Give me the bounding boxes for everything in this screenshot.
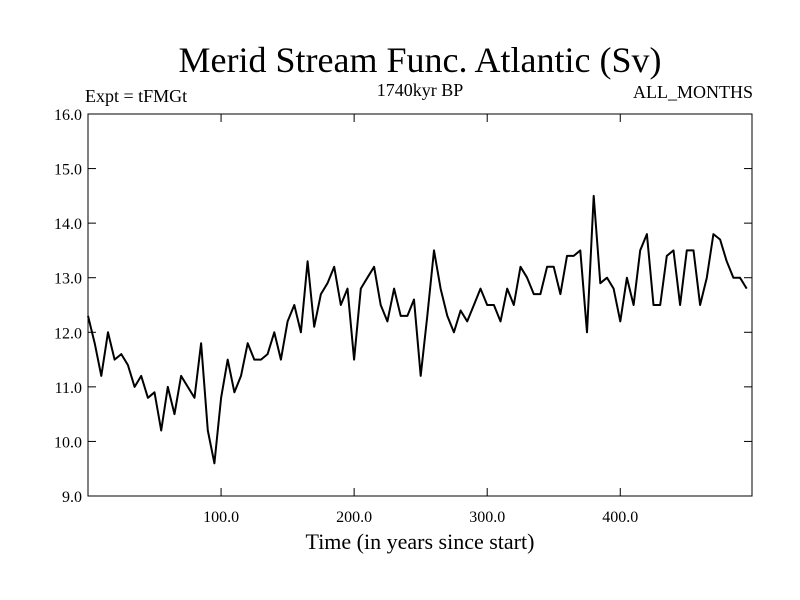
y-tick-label: 12.0 bbox=[54, 325, 82, 342]
plot-frame bbox=[87, 113, 753, 497]
chart-subtitle: 1740kyr BP bbox=[377, 80, 464, 100]
y-tick-label: 10.0 bbox=[54, 434, 82, 451]
experiment-label: Expt = tFMGt bbox=[85, 86, 187, 106]
x-axis: 100.0 200.0 300.0 400.0 bbox=[203, 114, 638, 526]
months-label: ALL_MONTHS bbox=[633, 82, 753, 102]
x-axis-label: Time (in years since start) bbox=[306, 529, 535, 554]
series-line bbox=[87, 194, 748, 465]
y-tick-label: 14.0 bbox=[54, 216, 82, 233]
y-axis: 9.0 10.0 11.0 12.0 13.0 14.0 15.0 16.0 bbox=[54, 107, 752, 506]
y-tick-label: 9.0 bbox=[62, 489, 82, 506]
y-tick-label: 16.0 bbox=[54, 107, 82, 124]
y-tick-label: 13.0 bbox=[54, 271, 82, 288]
x-tick-label: 200.0 bbox=[336, 509, 372, 526]
chart-title: Merid Stream Func. Atlantic (Sv) bbox=[179, 40, 662, 80]
x-tick-label: 100.0 bbox=[203, 509, 239, 526]
x-tick-label: 300.0 bbox=[469, 509, 505, 526]
y-tick-label: 15.0 bbox=[54, 162, 82, 179]
x-tick-label: 400.0 bbox=[602, 509, 638, 526]
y-tick-label: 11.0 bbox=[55, 380, 82, 397]
